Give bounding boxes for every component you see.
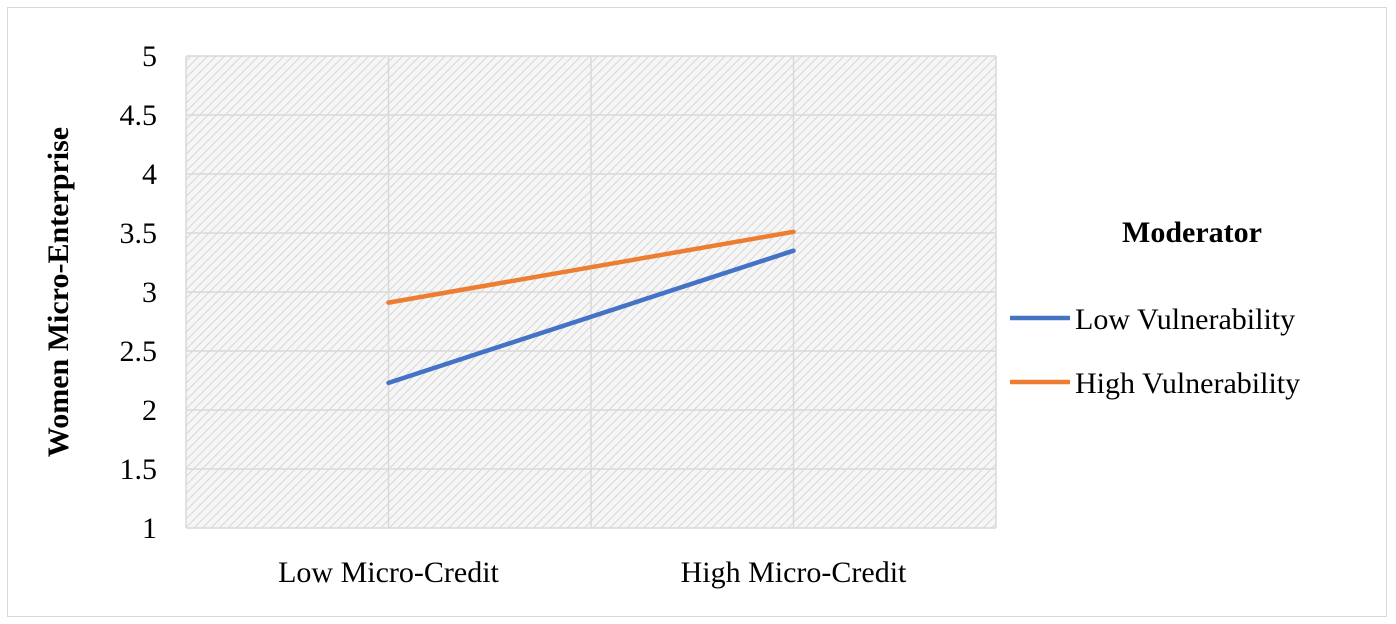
y-tick-label: 1.5: [120, 453, 158, 486]
series-lines: [386, 229, 796, 386]
gridlines: [185, 55, 997, 529]
y-tick-label: 2: [142, 394, 157, 427]
y-tick-label: 1: [142, 512, 157, 545]
legend: Moderator Low Vulnerability High Vulnerab…: [1010, 216, 1300, 400]
legend-title: Moderator: [1122, 216, 1262, 249]
series-line-high-vulnerability: [386, 229, 796, 305]
y-tick-label: 2.5: [120, 335, 158, 368]
series-line-low-vulnerability: [386, 248, 796, 386]
y-tick-label: 5: [142, 40, 157, 73]
x-tick-label: Low Micro-Credit: [278, 556, 499, 589]
y-tick-label: 3: [142, 276, 157, 309]
legend-item-label: Low Vulnerability: [1075, 303, 1295, 336]
y-axis-label: Women Micro-Enterprise: [42, 127, 75, 457]
x-axis-ticks: Low Micro-Credit High Micro-Credit: [278, 556, 907, 589]
y-axis-ticks: 1 1.5 2 2.5 3 3.5 4 4.5 5: [120, 40, 158, 545]
y-tick-label: 3.5: [120, 217, 158, 250]
y-tick-label: 4.5: [120, 99, 158, 132]
x-tick-label: High Micro-Credit: [681, 556, 907, 589]
legend-item-label: High Vulnerability: [1075, 367, 1300, 400]
y-tick-label: 4: [142, 158, 157, 191]
